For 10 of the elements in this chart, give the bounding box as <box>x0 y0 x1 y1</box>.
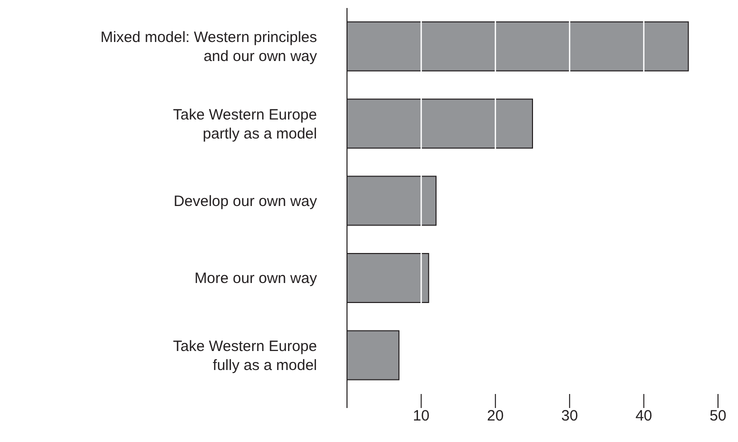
y-tick-label: Mixed model: Western principles and our own way <box>100 28 318 65</box>
y-tick-label: More our own way <box>194 270 318 287</box>
y-tick-label: Develop our own way <box>174 192 318 210</box>
y-tick-label: Take Western Europe fully as a model <box>173 337 317 374</box>
x-tick-label: 20 <box>487 408 504 425</box>
y-tick-label: Take Western Europe partly as a model <box>173 106 317 142</box>
x-tick-label: 30 <box>561 408 578 425</box>
x-tick-label: 50 <box>710 408 726 425</box>
x-tick-label: 40 <box>635 408 652 425</box>
x-tick-label: 10 <box>412 408 430 425</box>
